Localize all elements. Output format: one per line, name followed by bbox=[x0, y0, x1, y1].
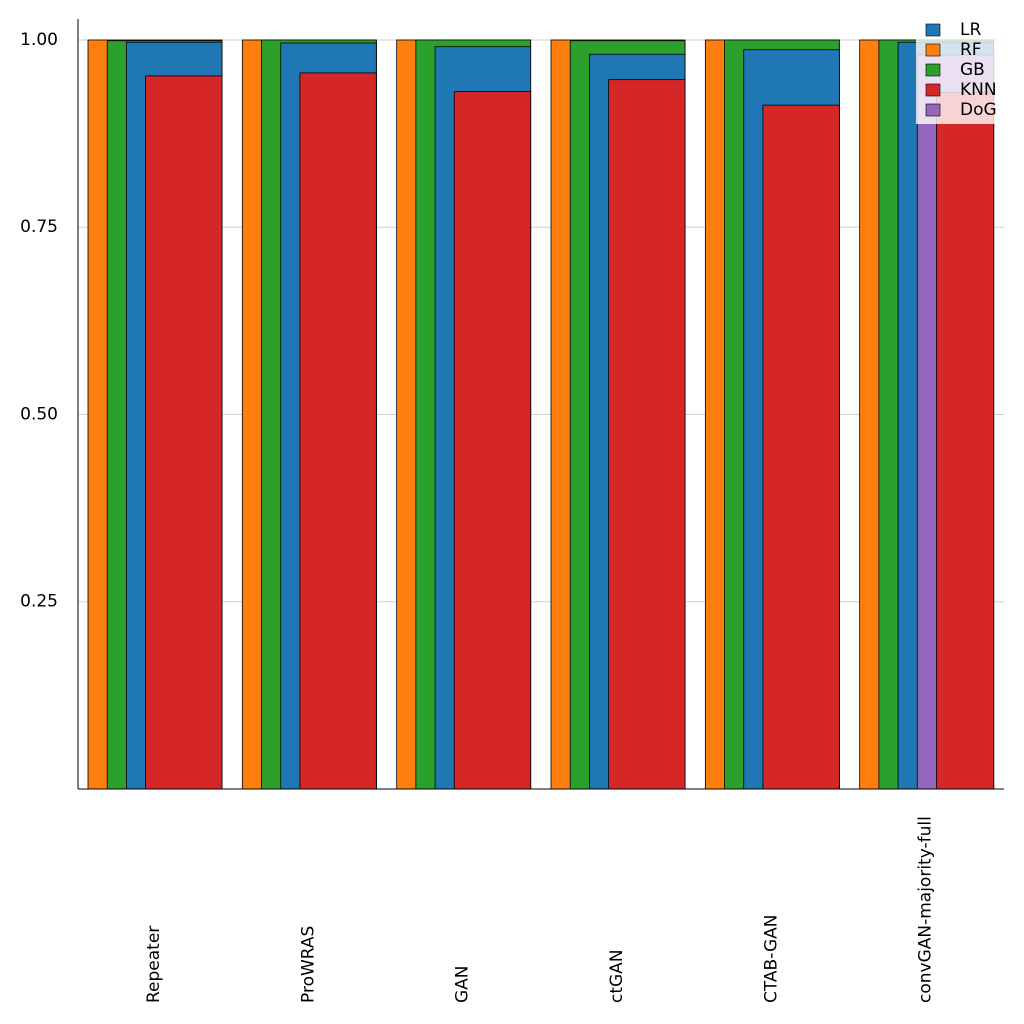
legend-label: RF bbox=[960, 40, 982, 60]
bar bbox=[299, 72, 377, 790]
y-tick-label: 1.00 bbox=[20, 30, 58, 50]
legend-swatch bbox=[925, 43, 941, 57]
legend-swatch bbox=[925, 83, 941, 97]
legend-swatch bbox=[925, 63, 941, 77]
legend-swatch bbox=[925, 103, 941, 117]
bar bbox=[762, 104, 840, 790]
x-tick-label: ProWRAS bbox=[298, 926, 318, 1003]
legend-label: LR bbox=[960, 20, 981, 40]
x-tick-label: convGAN-majority-full bbox=[916, 816, 936, 1003]
bar bbox=[453, 91, 532, 790]
legend-label: DoG bbox=[960, 100, 997, 120]
bar bbox=[145, 75, 223, 790]
x-tick-label: ctGAN bbox=[607, 949, 627, 1003]
legend-swatch bbox=[925, 23, 941, 37]
x-tick-label: Repeater bbox=[144, 926, 164, 1003]
bar bbox=[936, 92, 995, 790]
legend-label: KNN bbox=[960, 80, 997, 100]
x-tick-label: GAN bbox=[453, 965, 473, 1003]
bar bbox=[608, 79, 686, 790]
x-tick-label: CTAB-GAN bbox=[761, 914, 781, 1003]
y-tick-label: 0.25 bbox=[20, 592, 58, 612]
y-tick-label: 0.75 bbox=[20, 217, 58, 237]
y-tick-label: 0.50 bbox=[20, 404, 58, 424]
legend-label: GB bbox=[960, 60, 985, 80]
